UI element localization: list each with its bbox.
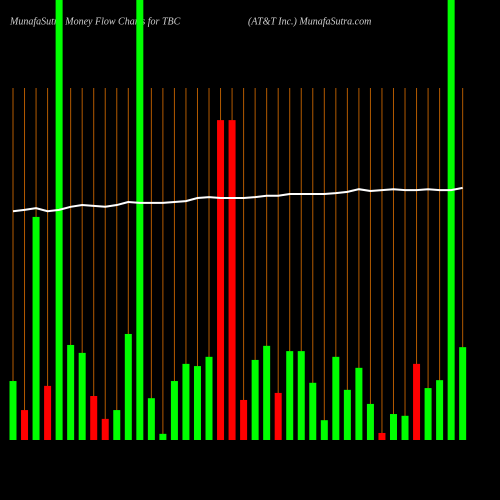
bar [263, 345, 271, 440]
bar [55, 0, 63, 440]
bar [343, 389, 351, 440]
bar [124, 333, 132, 440]
bar [193, 366, 201, 440]
bar [309, 382, 317, 440]
bar [228, 120, 236, 441]
bar [147, 398, 155, 440]
bar [389, 414, 397, 440]
bar [90, 396, 98, 440]
bar [413, 363, 421, 440]
bar [240, 399, 248, 440]
bar [113, 410, 121, 440]
chart-title: MunafaSutra Money Flow Charts for TBC [9, 16, 181, 27]
bar [297, 351, 305, 440]
bar [366, 403, 374, 440]
bar [78, 352, 86, 440]
bar [170, 381, 178, 440]
money-flow-line [12, 186, 463, 213]
bar [21, 410, 29, 440]
bar [32, 216, 40, 440]
bar [332, 356, 340, 440]
bar [436, 380, 444, 440]
bar [447, 0, 455, 440]
bar [182, 363, 190, 440]
bar [67, 344, 75, 440]
bar [355, 367, 363, 440]
bar [217, 120, 225, 441]
bar [286, 351, 294, 440]
bar [44, 385, 52, 440]
bar [459, 347, 467, 440]
bar [9, 381, 17, 440]
bar [401, 415, 409, 440]
bar [136, 0, 144, 440]
bar [378, 432, 386, 440]
bar [159, 433, 167, 440]
bar [274, 392, 282, 440]
bar [101, 418, 109, 440]
chart-subtitle: (AT&T Inc.) MunafaSutra.com [248, 16, 371, 27]
bar [424, 388, 432, 440]
bar [251, 359, 259, 440]
bar [320, 420, 328, 440]
bar [205, 356, 213, 440]
